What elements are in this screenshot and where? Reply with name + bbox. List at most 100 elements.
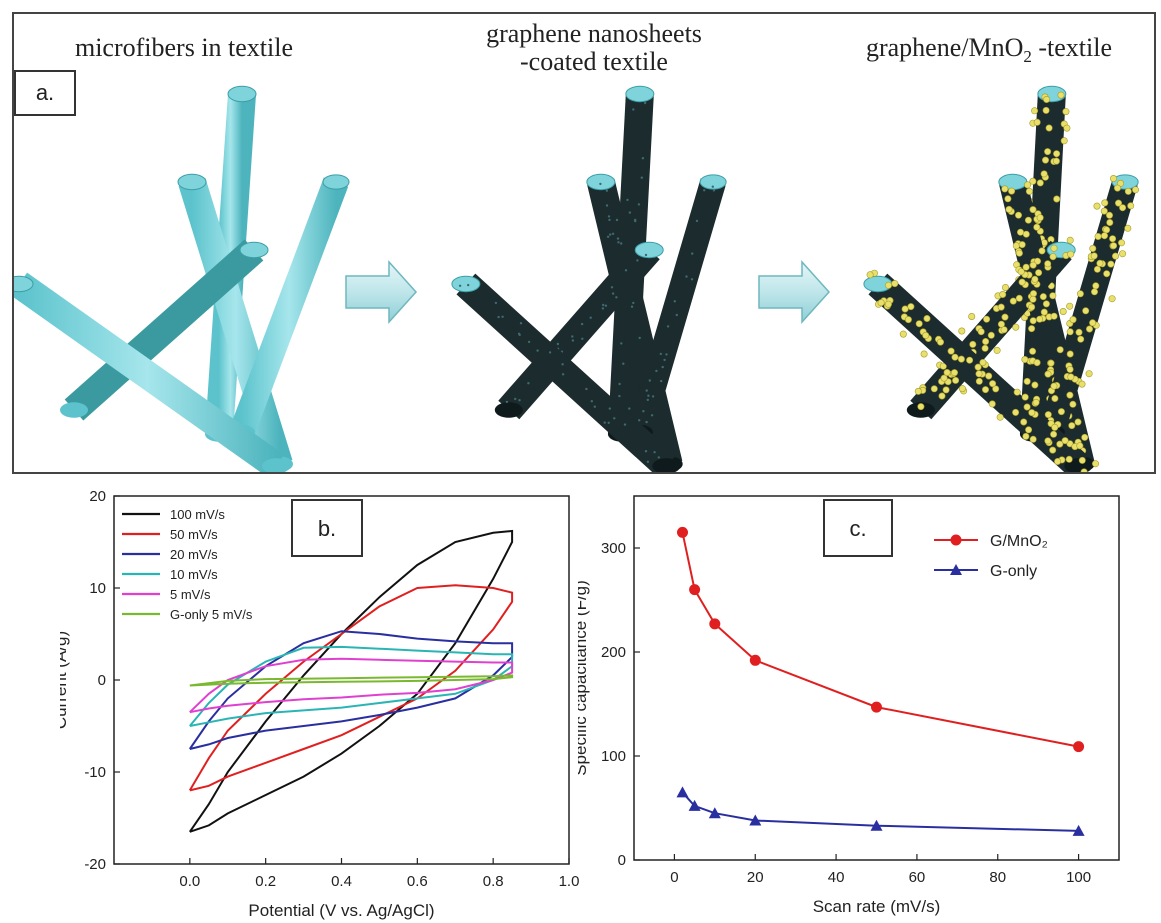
- mno2-particle: [1056, 346, 1064, 354]
- mno2-particle: [930, 385, 938, 393]
- mno2-particle: [1049, 253, 1057, 261]
- graphene-speck: [657, 456, 660, 459]
- mno2-particle: [1101, 232, 1109, 240]
- panel-a-schematic: microfibers in textile graphene nanoshee…: [12, 12, 1156, 474]
- mno2-particle: [1078, 380, 1086, 388]
- mno2-particle: [1036, 315, 1044, 323]
- mno2-particle: [1009, 297, 1017, 305]
- graphene-speck: [607, 421, 610, 424]
- graphene-speck: [634, 218, 637, 222]
- mno2-particle: [1042, 156, 1050, 164]
- mno2-particle: [1112, 252, 1120, 260]
- mno2-particle: [1012, 408, 1020, 416]
- fiber-rod: [64, 239, 264, 421]
- graphene-speck: [665, 353, 668, 356]
- cap-y-tick-label: 200: [601, 644, 626, 661]
- graphene-speck: [593, 405, 596, 408]
- graphene-speck: [580, 322, 584, 326]
- mno2-particle: [1050, 244, 1058, 252]
- mno2-particle: [1029, 347, 1037, 355]
- mno2-particle: [1031, 107, 1039, 115]
- cap-x-tick-label: 100: [1066, 869, 1091, 886]
- mno2-particle: [1101, 199, 1109, 207]
- graphene-speck: [638, 336, 641, 340]
- graphene-speck: [613, 417, 616, 420]
- mno2-particle: [1060, 137, 1068, 145]
- mno2-particle: [977, 328, 985, 336]
- process-arrow-1: [345, 260, 418, 324]
- mno2-particle: [1042, 300, 1050, 308]
- graphene-speck: [618, 394, 621, 398]
- mno2-particle: [975, 370, 983, 378]
- mno2-particle: [884, 281, 892, 289]
- mno2-particle: [1076, 442, 1084, 450]
- mno2-particle: [1038, 247, 1046, 255]
- mno2-particle: [936, 338, 944, 346]
- graphene-speck: [527, 382, 530, 385]
- mno2-particle: [1051, 423, 1059, 431]
- mno2-particle: [1005, 205, 1013, 213]
- mno2-particle: [1028, 303, 1036, 311]
- cv-x-tick-label: 0.2: [255, 873, 276, 890]
- mno2-particle: [1033, 118, 1041, 126]
- cv-series-line: [189, 657, 514, 714]
- graphene-speck: [606, 235, 610, 238]
- graphene-speck: [602, 303, 605, 307]
- mno2-particle: [1051, 394, 1059, 402]
- fiber-rod: [498, 240, 660, 420]
- mno2-particle: [1124, 187, 1132, 195]
- cap-legend-marker: [950, 534, 962, 546]
- cv-legend-label: 10 mV/s: [170, 567, 218, 582]
- mno2-particle: [1078, 456, 1086, 464]
- graphene-speck: [626, 198, 629, 202]
- mno2-particle: [1080, 468, 1088, 472]
- mno2-particle: [1016, 228, 1024, 236]
- mno2-particle: [1069, 316, 1077, 324]
- graphene-speck: [666, 325, 670, 328]
- mno2-particle: [943, 368, 951, 376]
- graphene-speck: [659, 352, 662, 356]
- mno2-particle: [1081, 433, 1089, 441]
- graphene-speck: [685, 275, 688, 278]
- mno2-particle: [938, 392, 946, 400]
- mno2-particle: [1044, 148, 1052, 156]
- graphene-speck: [650, 414, 654, 417]
- graphene-speck: [643, 101, 647, 105]
- mno2-particle: [1054, 457, 1062, 465]
- mno2-particle: [1089, 245, 1097, 253]
- cap-x-tick-label: 0: [670, 869, 678, 886]
- mno2-particle: [1036, 179, 1044, 187]
- fiber-end-cap: [14, 275, 34, 293]
- mno2-particle: [1069, 400, 1077, 408]
- graphene-speck: [494, 301, 498, 305]
- mno2-particle: [1066, 328, 1074, 336]
- fiber-end: [60, 402, 88, 418]
- fiber-rod: [456, 273, 676, 472]
- mno2-particle: [1022, 432, 1030, 440]
- fiber-end-cap: [239, 241, 269, 259]
- graphene-speck: [561, 363, 564, 366]
- cap-point-triangle: [708, 807, 721, 819]
- mno2-particle: [1061, 437, 1069, 445]
- mno2-particle: [1004, 195, 1012, 203]
- mno2-particle: [1077, 335, 1085, 343]
- mno2-particle: [1106, 219, 1114, 227]
- mno2-particle: [915, 320, 923, 328]
- graphene-speck: [581, 337, 584, 340]
- cv-x-tick-label: 0.6: [407, 873, 428, 890]
- graphene-speck: [648, 379, 651, 382]
- mno2-particle: [1091, 288, 1099, 296]
- cap-x-tick-label: 60: [909, 869, 926, 886]
- mno2-particle: [1114, 184, 1122, 192]
- step-1-title: microfibers in textile: [14, 34, 354, 62]
- mno2-particle: [1012, 242, 1020, 250]
- mno2-particle: [1001, 313, 1009, 321]
- graphene-speck: [712, 189, 716, 192]
- mno2-particle: [999, 290, 1007, 298]
- mno2-particle: [1014, 211, 1022, 219]
- graphene-speck: [518, 399, 521, 402]
- mno2-particle: [1093, 265, 1101, 273]
- mno2-particle: [1103, 270, 1111, 278]
- fiber-end: [652, 458, 681, 472]
- graphene-speck: [623, 423, 627, 426]
